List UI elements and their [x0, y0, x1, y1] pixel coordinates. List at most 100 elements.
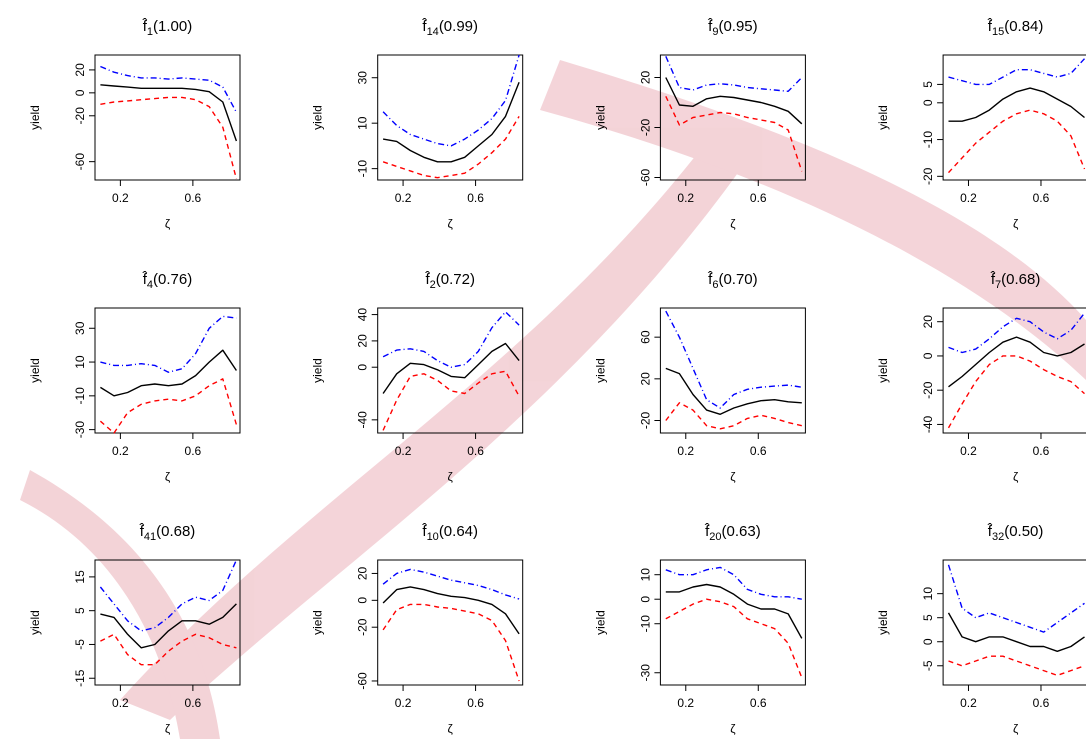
title-text: (0.72)	[436, 271, 475, 288]
y-tick-label: -20	[638, 119, 652, 137]
x-tick-label: 0.6	[185, 191, 202, 205]
y-tick-label: -30	[638, 664, 652, 682]
title-symbol: f̂	[421, 523, 427, 540]
watermark	[20, 60, 1086, 739]
y-tick-label: -5	[73, 639, 87, 650]
x-axis-label: ζ	[165, 722, 171, 736]
x-tick-label: 0.2	[112, 696, 129, 710]
y-axis-label: yield	[311, 358, 325, 383]
title-subscript: 9	[712, 26, 718, 38]
plot-box	[942, 559, 1086, 686]
y-axis-label: yield	[311, 105, 325, 130]
y-tick-label: -20	[73, 107, 87, 125]
panel-title: f̂32(0.50)	[987, 523, 1044, 543]
x-axis-label: ζ	[448, 217, 454, 231]
y-tick-label: -10	[638, 615, 652, 633]
series-line	[100, 96, 238, 180]
y-tick-label: 0	[73, 89, 87, 96]
panel: f̂2(0.72) 0.2 0.6 40 20 0 -40 ζ yield	[311, 271, 524, 484]
plot-box	[377, 559, 524, 686]
y-axis-label: yield	[311, 610, 325, 635]
title-text: (0.50)	[1004, 523, 1043, 540]
y-tick-label: 10	[73, 355, 87, 369]
x-tick-label: 0.2	[960, 444, 977, 458]
x-axis-label: ζ	[1013, 470, 1019, 484]
title-text: (1.00)	[153, 18, 192, 35]
title-text: (0.68)	[1001, 271, 1040, 288]
panel: f̂4(0.76) 0.2 0.6 30 10 -10 -30 ζ yield	[28, 271, 241, 484]
x-tick-label: 0.6	[185, 696, 202, 710]
title-subscript: 10	[427, 531, 439, 543]
y-tick-label: 5	[921, 81, 935, 88]
title-subscript: 32	[992, 531, 1004, 543]
x-tick-label: 0.6	[467, 191, 484, 205]
panel-title: f̂2(0.72)	[425, 271, 475, 291]
y-tick-label: 40	[356, 308, 370, 322]
y-tick-label: -20	[638, 412, 652, 430]
series-line	[665, 583, 803, 639]
title-symbol: f̂	[142, 18, 148, 35]
x-tick-label: 0.2	[112, 444, 129, 458]
y-tick-label: 0	[638, 596, 652, 603]
title-subscript: 15	[992, 26, 1004, 38]
plot-box	[94, 307, 241, 434]
x-tick-label: 0.2	[960, 696, 977, 710]
series-line	[947, 612, 1085, 652]
title-text: (0.95)	[718, 18, 757, 35]
y-tick-label: -20	[921, 167, 935, 185]
title-text: (0.63)	[722, 523, 761, 540]
title-subscript: 7	[995, 279, 1001, 291]
panel: f̂1(1.00) 0.2 0.6 20 0 -20 -60 ζ yield	[28, 18, 241, 231]
plot-box	[377, 54, 524, 181]
y-tick-label: 0	[356, 597, 370, 604]
series-line	[100, 349, 237, 397]
plot-box	[377, 307, 524, 434]
y-tick-label: 0	[921, 638, 935, 645]
panel: f̂7(0.68) 0.2 0.6 20 0 -20 -40 ζ yield	[876, 271, 1086, 484]
y-tick-label: -40	[356, 411, 370, 429]
y-axis-label: yield	[28, 358, 42, 383]
y-tick-label: -60	[638, 169, 652, 187]
panel-title: f̂7(0.68)	[990, 271, 1040, 291]
series-line	[665, 402, 802, 430]
y-axis-label: yield	[593, 358, 607, 383]
panel: f̂14(0.99) 0.2 0.6 30 10 -10 ζ yield	[311, 18, 524, 231]
x-tick-label: 0.6	[750, 696, 767, 710]
watermark-swoosh	[120, 150, 740, 720]
y-axis-label: yield	[876, 610, 890, 635]
panel: f̂9(0.95) 0.2 0.6 20 -20 -60 ζ yield	[593, 18, 806, 231]
series-line	[947, 109, 1086, 174]
y-tick-label: -30	[73, 421, 87, 439]
panel-title: f̂4(0.76)	[142, 271, 192, 291]
y-tick-label: 0	[921, 99, 935, 106]
series-line	[382, 586, 520, 635]
series-line	[100, 633, 237, 666]
x-tick-label: 0.6	[750, 444, 767, 458]
series-line	[665, 367, 802, 415]
title-symbol: f̂	[139, 523, 145, 540]
x-axis-label: ζ	[448, 470, 454, 484]
plot-box	[659, 307, 806, 434]
x-axis-label: ζ	[1013, 722, 1019, 736]
series-line	[382, 342, 520, 394]
series-line	[947, 355, 1085, 429]
x-tick-label: 0.2	[960, 191, 977, 205]
y-tick-label: 15	[73, 570, 87, 584]
title-symbol: f̂	[421, 18, 427, 35]
plot-box	[94, 559, 241, 686]
plot-box	[659, 54, 806, 181]
x-axis-label: ζ	[730, 722, 736, 736]
y-tick-label: 60	[638, 330, 652, 344]
panel-title: f̂10(0.64)	[421, 523, 478, 543]
series-line	[382, 311, 520, 368]
y-tick-label: 20	[356, 334, 370, 348]
x-axis-label: ζ	[165, 217, 171, 231]
x-tick-label: 0.6	[1033, 444, 1050, 458]
title-symbol: f̂	[707, 18, 713, 35]
watermark-swoosh	[540, 60, 1086, 380]
series-line	[665, 310, 802, 409]
title-text: (0.99)	[439, 18, 478, 35]
panel-title: f̂9(0.95)	[707, 18, 757, 38]
panel: f̂15(0.84) 0.2 0.6 5 0 -10 -20 ζ yield	[876, 18, 1086, 231]
panel-title: f̂1(1.00)	[142, 18, 192, 38]
